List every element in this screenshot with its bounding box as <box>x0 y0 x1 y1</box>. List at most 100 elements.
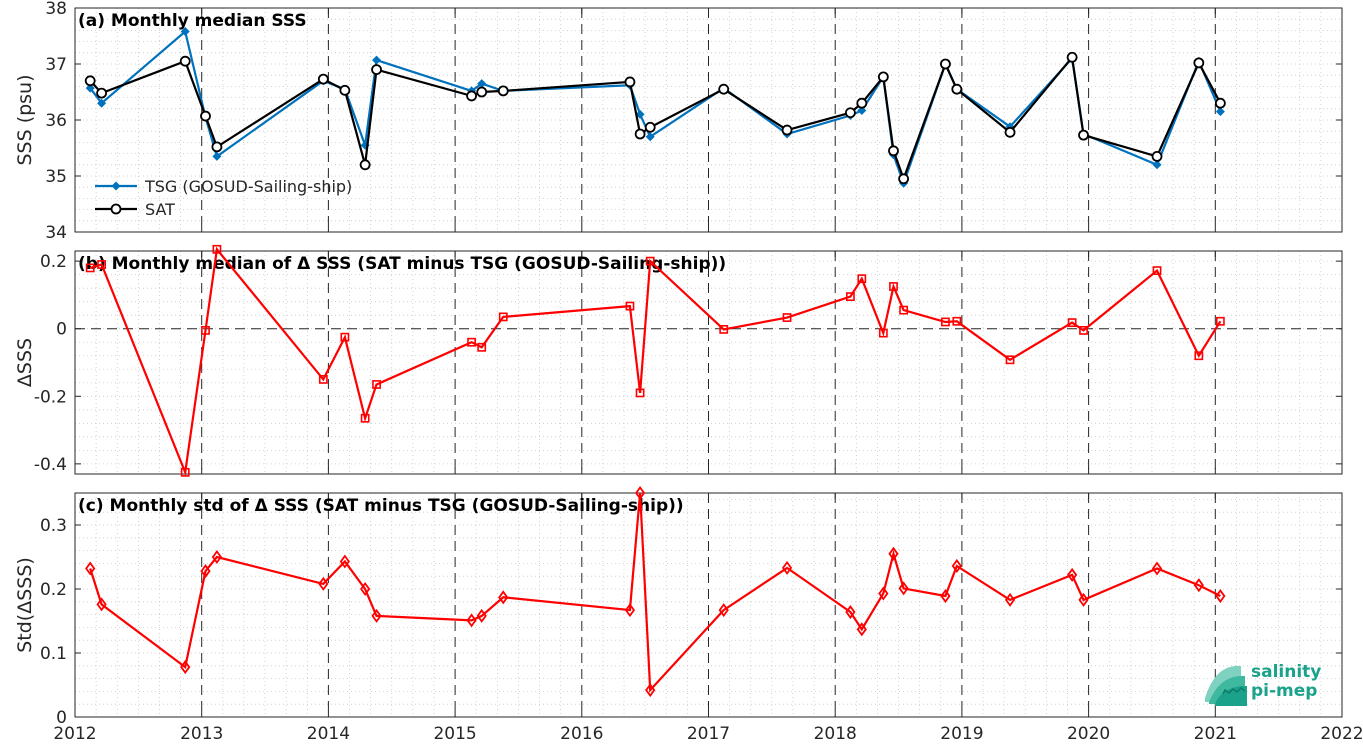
data-point <box>96 87 108 99</box>
data-point <box>1193 57 1205 69</box>
data-point <box>372 55 382 65</box>
data-point <box>878 586 889 601</box>
data-point <box>856 97 868 109</box>
data-point <box>497 85 509 97</box>
data-point <box>317 73 329 85</box>
legend-marker <box>110 203 122 215</box>
data-point <box>951 83 963 95</box>
x-tick-label: 2017 <box>687 724 730 744</box>
data-point <box>180 467 190 477</box>
data-point <box>371 608 382 623</box>
x-tick-label: 2019 <box>940 724 983 744</box>
data-point <box>85 263 95 273</box>
panel-3: 0 0.1 0.2 0.3 2012 2013 2014 2015 2016 2017 2018 20… <box>14 485 1363 744</box>
data-point <box>877 71 889 83</box>
data-point <box>624 603 636 618</box>
y-tick-label: 37 <box>45 55 67 75</box>
data-point <box>212 151 222 161</box>
y-tick-label: 0 <box>56 708 67 728</box>
y-tick-label: 38 <box>45 0 67 19</box>
legend-label: TSG (GOSUD-Sailing-ship) <box>144 177 352 196</box>
salinity-pimep-logo: salinity pi-mep <box>1205 662 1321 706</box>
data-point <box>1004 592 1016 607</box>
data-point <box>211 549 223 565</box>
y-tick-label: 0 <box>56 320 67 340</box>
y-tick-label: -0.4 <box>34 455 67 475</box>
data-point <box>940 58 951 70</box>
legend-marker <box>111 181 121 191</box>
data-point <box>466 90 477 102</box>
data-point <box>1005 355 1015 365</box>
data-point <box>1215 589 1226 604</box>
data-point <box>719 324 729 334</box>
data-point <box>1194 351 1204 361</box>
data-point <box>85 561 96 576</box>
data-point <box>624 76 636 88</box>
y-tick-label: 0.2 <box>40 252 67 272</box>
data-point <box>1079 326 1088 335</box>
y-tick-label: 36 <box>45 111 67 131</box>
series-line <box>89 29 1222 187</box>
data-point <box>718 603 729 618</box>
data-point <box>340 332 350 342</box>
data-point <box>1078 129 1089 141</box>
panel-1: 34 35 36 37 38 SSS (psu) (a) Monthly median SS… <box>14 0 1343 243</box>
data-point <box>180 27 190 37</box>
data-point <box>476 608 487 623</box>
data-point <box>857 274 867 284</box>
x-tick-label: 2018 <box>814 724 857 744</box>
legend-label: SAT <box>145 200 175 219</box>
data-point <box>318 374 328 384</box>
y-axis-label: ΔSSS <box>14 338 36 387</box>
data-point <box>1214 97 1226 109</box>
data-point <box>211 141 223 153</box>
year-lines <box>201 251 1216 474</box>
data-point <box>645 683 656 698</box>
data-point <box>1152 160 1162 170</box>
data-point <box>1067 567 1078 582</box>
data-point <box>467 337 476 347</box>
data-point <box>845 107 856 119</box>
data-point <box>498 312 508 322</box>
data-point <box>856 622 867 637</box>
data-point <box>372 380 381 389</box>
x-tick-label: 2012 <box>53 724 96 744</box>
data-point <box>940 589 951 604</box>
data-point <box>645 256 655 266</box>
series-line <box>89 246 1222 477</box>
data-point <box>941 317 950 327</box>
series-line <box>89 54 1222 183</box>
data-point <box>899 305 909 315</box>
logo-line1: salinity <box>1251 662 1321 682</box>
y-axis-label: Std(ΔSSS) <box>14 557 36 653</box>
data-point <box>1215 316 1225 326</box>
data-point <box>888 145 899 157</box>
data-point <box>634 128 646 140</box>
data-point <box>781 124 793 136</box>
data-point <box>498 590 509 605</box>
data-point <box>1151 561 1163 576</box>
data-point <box>635 388 645 398</box>
x-tick-label: 2014 <box>307 724 350 744</box>
data-point <box>97 260 107 269</box>
legend: TSG (GOSUD-Sailing-ship) SAT <box>95 177 352 219</box>
data-point <box>85 83 95 93</box>
x-tick-label: 2022 <box>1320 724 1363 744</box>
data-point <box>318 576 329 591</box>
data-point <box>339 84 351 96</box>
data-point <box>845 605 856 620</box>
year-lines <box>201 8 1216 232</box>
data-point <box>1066 51 1078 63</box>
data-point <box>878 328 888 338</box>
data-point <box>1193 578 1204 593</box>
x-tick-label: 2015 <box>433 724 476 744</box>
series-1 <box>85 485 1226 698</box>
data-point <box>1078 592 1089 607</box>
panel-title: (c) Monthly std of Δ SSS (SAT minus TSG … <box>78 496 684 516</box>
data-point <box>1152 266 1162 275</box>
data-point <box>200 110 211 122</box>
data-point <box>898 173 910 185</box>
data-point <box>846 292 855 302</box>
